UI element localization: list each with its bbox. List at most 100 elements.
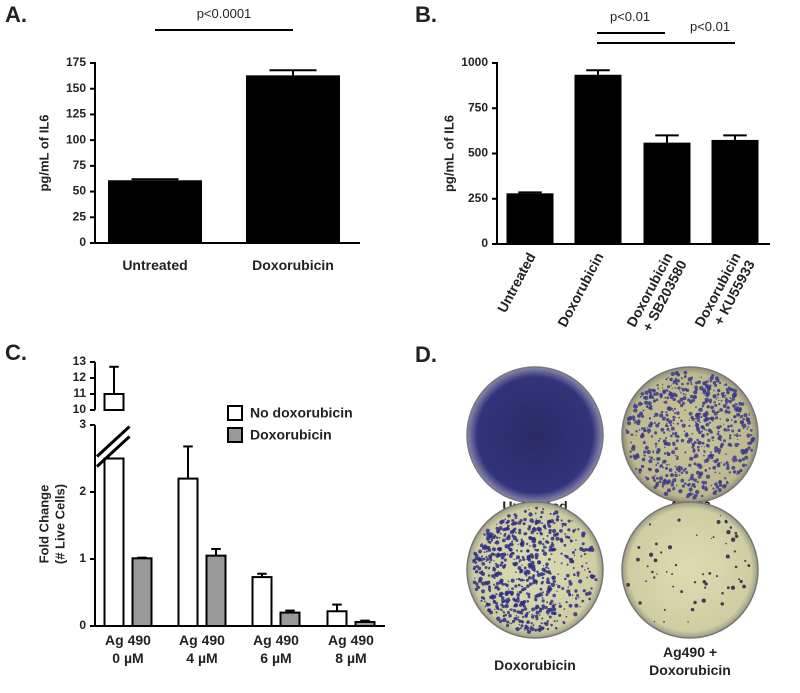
- colony: [718, 480, 722, 485]
- colony: [524, 569, 526, 572]
- colony: [666, 479, 672, 484]
- colony: [545, 546, 547, 549]
- colony: [725, 542, 727, 545]
- colony: [704, 397, 709, 402]
- colony: [525, 574, 528, 577]
- plate-label: Ag490 +: [663, 644, 717, 660]
- colony: [535, 580, 539, 583]
- colony: [561, 525, 564, 528]
- colony: [568, 603, 573, 608]
- colony: [738, 402, 743, 406]
- colony: [695, 381, 699, 385]
- colony: [517, 543, 519, 545]
- colony: [674, 473, 678, 478]
- colony: [493, 560, 495, 562]
- colony: [744, 455, 749, 460]
- colony: [732, 470, 737, 474]
- colony: [552, 512, 556, 515]
- colony: [482, 573, 485, 576]
- colony: [714, 403, 718, 407]
- significance-label: p<0.01: [690, 19, 730, 34]
- colony: [730, 537, 736, 542]
- colony: [490, 539, 494, 542]
- colony: [734, 531, 738, 535]
- colony: [731, 458, 734, 461]
- colony: [691, 376, 694, 378]
- colony: [702, 381, 707, 386]
- colony: [669, 391, 673, 395]
- colony: [700, 494, 704, 498]
- y-tick-label: 500: [468, 146, 488, 160]
- colony: [730, 424, 733, 428]
- colony: [703, 428, 706, 431]
- colony: [483, 600, 486, 603]
- colony: [707, 438, 711, 442]
- colony: [477, 558, 482, 562]
- colony: [666, 463, 669, 466]
- colony: [516, 604, 518, 607]
- colony: [475, 561, 478, 564]
- colony: [724, 398, 730, 404]
- colony: [513, 616, 518, 621]
- colony: [557, 573, 560, 576]
- colony: [511, 522, 515, 526]
- colony: [703, 446, 706, 448]
- colony: [578, 579, 583, 584]
- colony: [638, 468, 643, 472]
- colony: [630, 441, 632, 444]
- colony: [746, 433, 751, 438]
- colony: [550, 543, 555, 547]
- colony: [724, 383, 728, 387]
- colony: [540, 626, 544, 630]
- colony: [522, 601, 525, 603]
- colony: [645, 580, 647, 583]
- colony: [730, 585, 736, 590]
- colony: [575, 539, 577, 541]
- colony: [684, 409, 687, 412]
- colony: [644, 400, 649, 405]
- colony: [694, 421, 697, 423]
- plate: [621, 366, 759, 504]
- colony: [530, 555, 535, 559]
- colony: [649, 395, 652, 397]
- colony: [671, 573, 674, 576]
- colony: [507, 514, 511, 518]
- colony: [629, 450, 632, 453]
- colony: [663, 608, 666, 611]
- colony: [566, 556, 569, 559]
- colony: [550, 623, 553, 627]
- colony: [687, 377, 692, 382]
- colony: [485, 555, 488, 559]
- colony: [649, 387, 651, 390]
- colony: [735, 402, 737, 405]
- colony: [519, 568, 524, 574]
- colony: [740, 448, 745, 454]
- colony: [539, 572, 544, 577]
- colony: [487, 602, 491, 607]
- colony: [585, 592, 589, 596]
- colony: [726, 405, 730, 410]
- colony: [558, 613, 562, 617]
- colony: [666, 385, 671, 389]
- colony: [488, 556, 492, 560]
- colony: [665, 473, 669, 478]
- colony: [515, 531, 517, 534]
- colony: [690, 381, 693, 384]
- colony: [719, 439, 722, 442]
- colony: [552, 580, 554, 582]
- colony: [696, 445, 700, 449]
- colony: [646, 477, 650, 481]
- colony: [726, 529, 731, 535]
- colony: [716, 393, 720, 396]
- colony: [739, 468, 743, 473]
- colony: [736, 470, 741, 475]
- colony: [588, 597, 591, 601]
- plate: [466, 366, 604, 504]
- colony: [642, 441, 646, 445]
- colony: [495, 523, 498, 525]
- colony: [511, 518, 515, 523]
- colony: [676, 379, 680, 383]
- colony: [538, 630, 541, 633]
- colony: [518, 559, 522, 562]
